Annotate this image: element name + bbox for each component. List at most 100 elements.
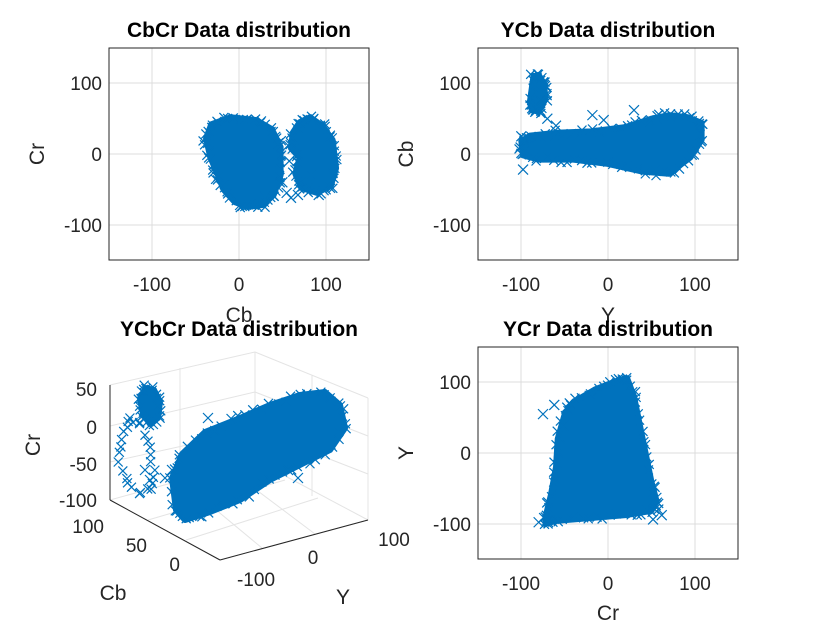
- data-point-marker: [194, 511, 205, 522]
- data-point-marker: [143, 436, 153, 447]
- data-point-marker: [583, 513, 594, 524]
- data-point-marker: [331, 151, 342, 161]
- data-point-marker: [615, 123, 626, 134]
- data-point-marker: [606, 123, 617, 134]
- x-axis-label: Cr: [597, 602, 619, 625]
- data-point-marker: [552, 426, 563, 437]
- y-tick-label: -100: [64, 216, 102, 237]
- data-point-marker: [249, 484, 260, 495]
- data-point-marker: [664, 112, 675, 123]
- data-point-marker: [552, 459, 563, 470]
- data-point-marker: [653, 109, 664, 120]
- data-point-marker: [328, 173, 339, 184]
- data-point-marker: [231, 195, 242, 206]
- data-point-marker: [287, 133, 297, 143]
- y-tick-label: 100: [72, 517, 104, 538]
- data-point-marker: [337, 411, 348, 422]
- data-point-marker: [208, 168, 218, 178]
- data-point-marker: [174, 449, 185, 460]
- chart-title: CbCr Data distribution: [127, 19, 351, 42]
- data-point-marker: [199, 139, 210, 150]
- data-point-marker: [558, 421, 569, 432]
- data-point-marker: [549, 487, 560, 498]
- data-point-marker: [203, 508, 214, 518]
- data-point-marker: [281, 397, 292, 408]
- data-point-marker: [292, 461, 303, 472]
- data-point-marker: [577, 125, 587, 136]
- data-point-marker: [260, 119, 271, 130]
- data-point-marker: [216, 421, 227, 431]
- data-point-marker: [307, 390, 318, 401]
- data-point-marker: [542, 152, 553, 163]
- data-point-marker: [116, 434, 127, 445]
- data-point-marker: [647, 514, 659, 525]
- data-point-marker: [640, 165, 651, 176]
- data-point-marker: [325, 392, 336, 403]
- data-point-marker: [319, 119, 330, 129]
- data-point-marker: [341, 423, 352, 434]
- x-tick-label: 100: [679, 275, 711, 296]
- x-tick-label: -100: [237, 570, 275, 591]
- data-point-marker: [640, 439, 651, 450]
- data-point-marker: [561, 402, 572, 413]
- data-point-marker: [674, 164, 685, 174]
- data-point-marker: [146, 484, 157, 495]
- data-point-marker: [644, 459, 655, 470]
- data-point-marker: [554, 446, 564, 457]
- data-point-marker: [586, 109, 598, 121]
- data-point-marker: [548, 155, 559, 166]
- data-point-marker: [174, 453, 185, 464]
- data-point-marker: [600, 126, 611, 136]
- data-point-marker: [142, 484, 153, 494]
- y-tick-label: -100: [433, 515, 471, 536]
- data-point-marker: [263, 398, 274, 409]
- data-point-marker: [270, 470, 280, 480]
- data-point-marker: [540, 80, 551, 91]
- data-point-marker: [531, 153, 542, 164]
- data-point-marker: [135, 487, 146, 498]
- data-point-marker: [122, 477, 133, 488]
- data-point-marker: [557, 514, 568, 525]
- data-point-marker: [635, 509, 646, 520]
- data-point-marker: [134, 417, 145, 428]
- y-tick-label: 100: [70, 74, 102, 95]
- data-series: [514, 69, 708, 181]
- data-point-marker: [154, 392, 165, 403]
- data-point-marker: [694, 139, 705, 150]
- axes-frame: [108, 47, 370, 261]
- data-point-marker: [543, 517, 554, 528]
- data-point-marker: [592, 387, 603, 397]
- data-point-marker: [614, 374, 625, 385]
- data-point-marker: [256, 404, 267, 415]
- data-point-marker: [228, 498, 238, 509]
- data-point-marker: [269, 191, 280, 202]
- data-point-marker: [570, 393, 580, 404]
- data-point-marker: [154, 410, 165, 421]
- x-tick-label: 0: [308, 548, 319, 569]
- data-point-marker: [642, 504, 653, 515]
- data-point-marker: [159, 472, 171, 484]
- y-axis-label: Cr: [26, 143, 49, 165]
- data-point-marker: [633, 408, 644, 419]
- data-point-marker: [546, 491, 557, 502]
- data-point-marker: [656, 509, 668, 521]
- data-point-marker: [171, 506, 182, 516]
- data-point-marker: [638, 436, 649, 447]
- z-axis-label: Cr: [22, 434, 45, 456]
- data-point-marker: [285, 391, 296, 402]
- data-point-marker: [167, 499, 178, 510]
- data-point-marker: [294, 184, 305, 194]
- data-point-marker: [133, 394, 144, 405]
- x-axis-label: Y: [336, 586, 350, 609]
- data-point-marker: [121, 473, 132, 484]
- data-point-marker: [272, 137, 284, 149]
- data-point-marker: [540, 128, 551, 139]
- data-point-marker: [273, 399, 284, 409]
- data-point-marker: [622, 120, 633, 131]
- data-point-marker: [669, 168, 680, 178]
- data-point-marker: [292, 189, 304, 201]
- data-point-marker: [250, 114, 261, 125]
- x-tick-label: -100: [502, 574, 540, 595]
- y-axis-label: Cb: [100, 582, 127, 605]
